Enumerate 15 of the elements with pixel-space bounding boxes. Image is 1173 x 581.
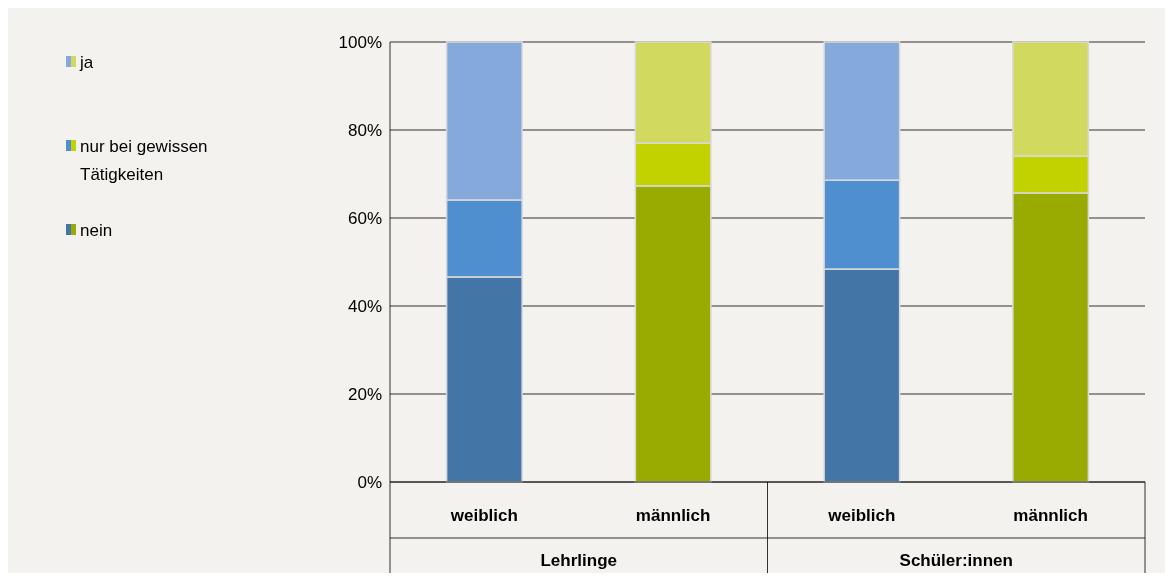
y-tick-label: 20% — [347, 384, 382, 404]
legend-label: nur bei gewissen Tätigkeiten — [80, 136, 208, 184]
x-tick-label: weiblich — [827, 506, 896, 525]
y-tick-label: 100% — [338, 32, 382, 52]
x-tick-label: männlich — [635, 506, 711, 525]
y-tick-label: 80% — [347, 120, 382, 140]
text: Schüler:innen — [899, 551, 1013, 570]
legend-label: nein — [80, 220, 113, 240]
x-tick-label: männlich — [1013, 506, 1088, 525]
y-tick-label: 0% — [357, 472, 382, 492]
x-tick-label: weiblich — [449, 506, 518, 525]
legend-label: ja — [79, 52, 94, 72]
y-tick-label: 60% — [347, 208, 382, 228]
text: Lehrlinge — [540, 551, 618, 570]
y-tick-label: 40% — [347, 296, 382, 316]
